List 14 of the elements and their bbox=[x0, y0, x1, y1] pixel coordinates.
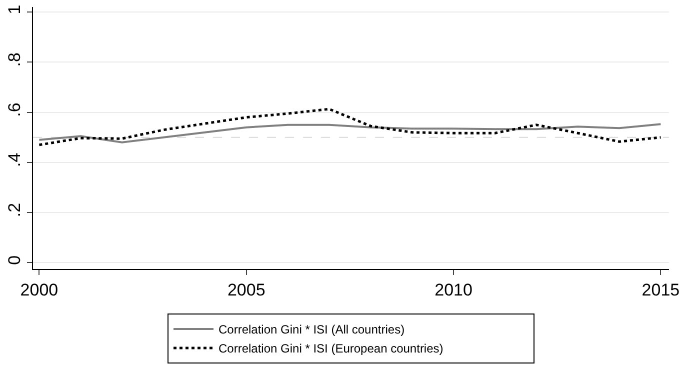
legend-label: Correlation Gini * ISI (All countries) bbox=[218, 322, 405, 337]
y-tick-label: .2 bbox=[5, 202, 24, 218]
y-tick-label: .8 bbox=[5, 52, 24, 67]
legend-label: Correlation Gini * ISI (European countries) bbox=[218, 342, 444, 356]
x-tick-label: 2000 bbox=[20, 280, 58, 300]
x-tick-label: 2010 bbox=[434, 280, 472, 300]
y-tick-label: .6 bbox=[5, 102, 24, 117]
x-tick-label: 2005 bbox=[227, 280, 266, 300]
line-series bbox=[38, 108, 662, 146]
line-series bbox=[38, 123, 662, 144]
y-tick-label: .4 bbox=[5, 152, 24, 167]
y-tick-label: 1 bbox=[5, 4, 24, 14]
y-tick-label: 0 bbox=[5, 255, 24, 265]
x-tick-label: 2015 bbox=[642, 280, 680, 300]
